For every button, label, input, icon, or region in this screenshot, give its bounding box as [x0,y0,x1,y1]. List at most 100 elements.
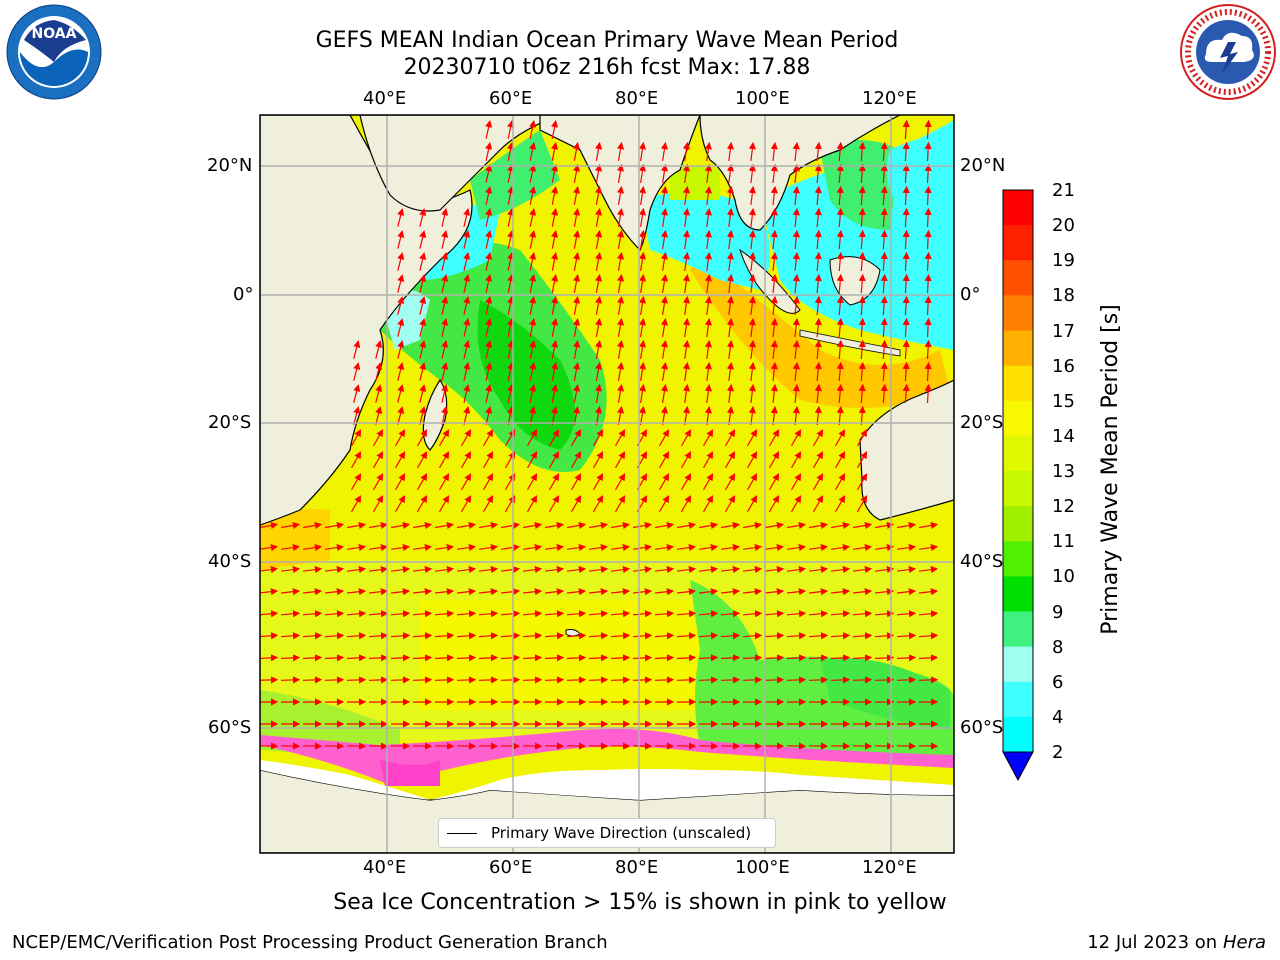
wave-arrow [654,654,675,662]
wave-arrow [419,252,427,271]
wave-arrow [572,296,581,315]
wave-arrow [858,405,866,426]
wave-arrow [438,429,450,447]
wave-arrow [812,429,824,447]
top-tick-60e: 60°E [489,88,533,109]
wave-arrow [724,429,736,447]
wave-arrow [482,429,494,447]
wave-arrow [897,566,917,574]
wave-arrow [616,207,625,227]
wave-arrow [507,384,515,403]
wave-arrow [836,405,844,426]
footer-date: 12 Jul 2023 on Hera [1087,932,1266,953]
wave-arrow [302,632,323,640]
wave-arrow [501,544,521,552]
wave-arrow [616,163,625,183]
wave-arrow [677,544,697,552]
wave-arrow [726,251,734,271]
wave-arrow [790,473,802,491]
noaa-logo: NOAA [5,3,103,101]
wave-arrow [748,405,756,425]
wave-arrow [441,296,449,315]
wave-arrow [814,207,822,228]
wave-arrow [397,318,405,337]
wave-arrow [460,495,472,513]
wave-arrow [924,163,932,184]
wave-arrow [529,142,537,161]
wave-arrow [394,451,406,469]
wave-arrow [324,610,345,618]
wave-arrow [463,340,471,359]
wave-arrow [456,610,477,618]
wave-arrow [792,141,800,161]
wave-arrow [676,610,697,618]
wave-arrow [704,273,712,293]
wave-arrow [434,654,455,662]
wave-arrow [347,566,367,574]
wave-arrow [412,632,433,640]
footer-date-text: 12 Jul 2023 on [1087,932,1223,953]
wave-arrow [325,521,345,530]
wave-arrow [551,340,559,359]
wave-arrow [638,317,647,337]
wave-arrow [682,273,690,293]
wave-arrow [463,208,471,227]
wave-arrow [682,141,690,161]
right-tick-0: 0° [960,284,981,305]
wave-arrow [260,544,279,552]
wave-arrow [570,429,582,447]
wave-arrow [611,521,631,530]
wave-arrow [529,318,537,337]
wave-arrow [570,495,582,513]
wave-arrow [918,610,939,618]
footer-host: Hera [1222,932,1266,953]
wave-arrow [632,610,653,618]
wave-arrow [660,405,669,425]
wave-arrow [698,654,719,662]
wave-arrow [880,251,888,272]
wave-arrow [748,163,756,183]
wave-arrow [680,495,692,513]
wave-arrow [896,676,917,684]
wave-arrow [419,208,427,227]
wave-arrow [438,451,450,469]
wave-arrow [814,383,822,404]
wave-arrow [814,229,822,250]
wave-arrow [677,566,697,574]
wave-arrow [551,208,559,227]
wave-arrow [588,654,609,662]
wave-arrow [924,207,932,228]
right-tick-20s: 20°S [960,412,1004,433]
wave-arrow [616,141,625,161]
wave-arrow [770,207,778,227]
wave-arrow [347,521,367,530]
wave-arrow [572,384,581,403]
wave-arrow [485,406,493,425]
wave-arrow [726,207,734,227]
wave-arrow [412,676,433,684]
wave-arrow [809,566,829,574]
wave-arrow [660,251,669,271]
wave-arrow [460,473,472,491]
wave-arrow [786,654,807,662]
wave-arrow [924,185,932,206]
wave-arrow [457,544,477,552]
wave-arrow [792,383,800,403]
wave-arrow [676,676,697,684]
wave-arrow [682,361,690,381]
wave-arrow [660,317,669,337]
wave-arrow [836,229,844,250]
wave-arrow [830,654,851,662]
wave-arrow [551,142,559,161]
wave-arrow [902,185,910,206]
wave-arrow [610,654,631,662]
colorbar-label: 20 [1052,215,1075,237]
wave-arrow [792,317,800,337]
wave-arrow [485,142,493,161]
wave-arrow [610,610,631,618]
wave-arrow [704,383,712,403]
wave-arrow [594,317,603,338]
wave-arrow [655,521,675,530]
wave-arrow [353,362,361,381]
wave-arrow [572,362,581,381]
